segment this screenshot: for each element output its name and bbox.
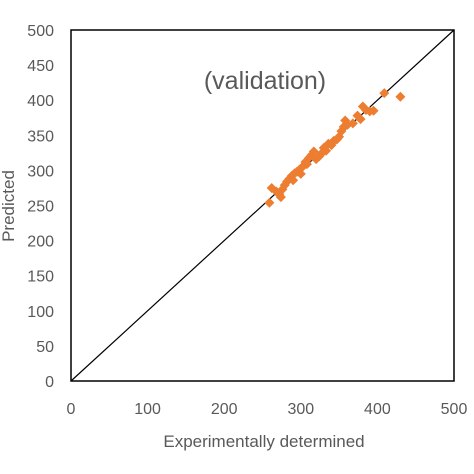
- data-point: [368, 105, 379, 116]
- reference-line: [70, 29, 455, 382]
- data-point: [295, 168, 306, 179]
- y-tick-label: 350: [27, 128, 54, 145]
- plot-area: [70, 29, 455, 382]
- plot-frame: [70, 29, 455, 382]
- x-tick-label: 400: [364, 401, 391, 418]
- data-point: [264, 197, 275, 208]
- x-tick-label: 500: [441, 401, 468, 418]
- y-tick-label: 0: [45, 374, 54, 391]
- x-tick-label: 0: [67, 401, 76, 418]
- x-tick-label: 300: [287, 401, 314, 418]
- y-tick-label: 50: [36, 339, 54, 356]
- y-tick-labels: 0 50 100 150 200 250 300 350 400 450 500: [27, 23, 54, 391]
- data-points: [264, 88, 406, 208]
- y-tick-label: 250: [27, 199, 54, 216]
- data-point: [347, 118, 358, 129]
- data-point: [379, 88, 390, 99]
- x-tick-label: 200: [211, 401, 238, 418]
- y-axis-title: Predicted: [0, 170, 18, 242]
- x-tick-labels: 0 100 200 300 400 500: [67, 401, 468, 418]
- y-tick-label: 100: [27, 304, 54, 321]
- chart-annotation: (validation): [204, 67, 326, 95]
- y-tick-label: 450: [27, 58, 54, 75]
- y-tick-label: 150: [27, 269, 54, 286]
- data-point: [355, 114, 366, 125]
- data-point: [275, 192, 286, 203]
- y-tick-label: 400: [27, 93, 54, 110]
- y-tick-label: 200: [27, 234, 54, 251]
- data-point: [288, 175, 299, 186]
- y-tick-label: 500: [27, 23, 54, 40]
- y-tick-label: 300: [27, 163, 54, 180]
- x-tick-label: 100: [134, 401, 161, 418]
- x-axis-title: Experimentally determined: [163, 432, 364, 451]
- data-point: [395, 91, 406, 102]
- data-point: [308, 146, 319, 157]
